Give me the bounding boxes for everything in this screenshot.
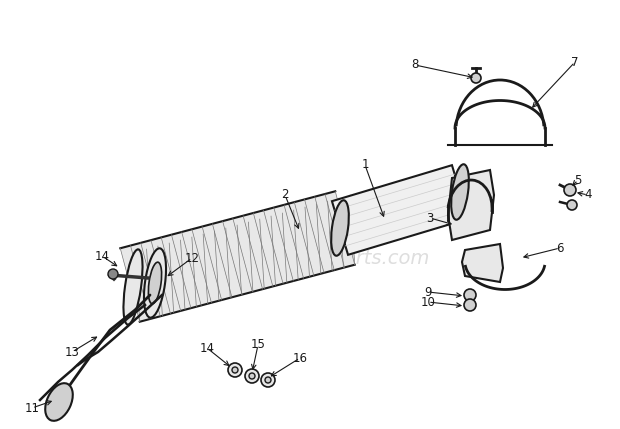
- Text: 1: 1: [361, 158, 369, 172]
- Ellipse shape: [228, 363, 242, 377]
- Ellipse shape: [144, 248, 166, 318]
- Polygon shape: [462, 244, 503, 282]
- Ellipse shape: [331, 200, 349, 256]
- Ellipse shape: [471, 73, 481, 83]
- Text: 13: 13: [64, 345, 79, 359]
- Ellipse shape: [567, 200, 577, 210]
- Ellipse shape: [249, 373, 255, 379]
- Polygon shape: [448, 170, 494, 240]
- Ellipse shape: [148, 262, 162, 304]
- Text: 7: 7: [571, 55, 578, 69]
- Text: 2: 2: [281, 188, 289, 202]
- Text: 12: 12: [185, 251, 200, 265]
- Text: 11: 11: [25, 402, 40, 414]
- Polygon shape: [120, 191, 355, 322]
- Ellipse shape: [451, 164, 469, 220]
- Ellipse shape: [464, 289, 476, 301]
- Text: 10: 10: [420, 296, 435, 308]
- Text: 14: 14: [94, 250, 110, 263]
- Ellipse shape: [265, 377, 271, 383]
- Ellipse shape: [245, 369, 259, 383]
- Ellipse shape: [261, 373, 275, 387]
- Text: 4: 4: [584, 188, 591, 202]
- Text: 5: 5: [574, 173, 582, 187]
- Polygon shape: [332, 165, 468, 255]
- Ellipse shape: [108, 269, 118, 279]
- Ellipse shape: [123, 249, 143, 325]
- Text: 16: 16: [293, 351, 308, 365]
- Ellipse shape: [464, 299, 476, 311]
- Text: 9: 9: [424, 286, 432, 299]
- Text: 8: 8: [411, 58, 418, 72]
- Text: 15: 15: [250, 338, 265, 351]
- Ellipse shape: [564, 184, 576, 196]
- Text: eReplacementParts.com: eReplacementParts.com: [191, 248, 429, 268]
- Text: 6: 6: [556, 242, 564, 254]
- Text: 3: 3: [427, 211, 433, 224]
- Ellipse shape: [45, 383, 73, 421]
- Text: 14: 14: [200, 341, 215, 354]
- Ellipse shape: [232, 367, 238, 373]
